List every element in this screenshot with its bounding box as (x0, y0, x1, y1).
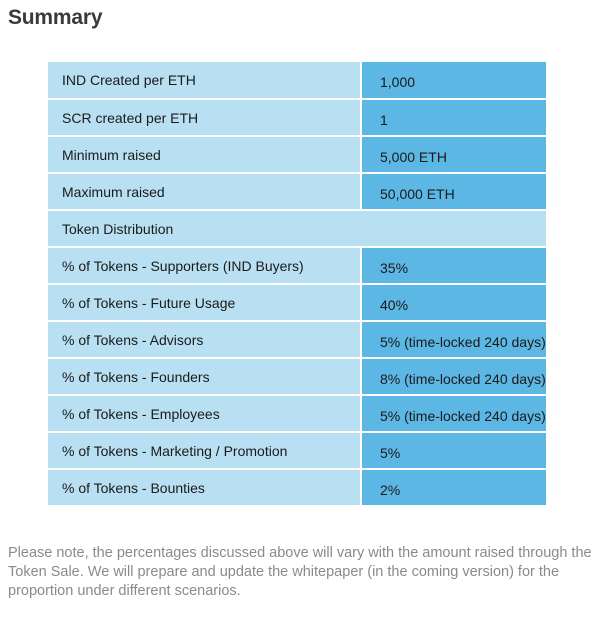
row-label: % of Tokens - Employees (48, 395, 362, 433)
row-label: % of Tokens - Marketing / Promotion (48, 432, 362, 470)
token-distribution-header: Token Distribution (48, 210, 546, 248)
row-label: SCR created per ETH (48, 99, 362, 137)
row-value: 50,000 ETH (361, 173, 546, 211)
table-row: % of Tokens - Employees 5% (time-locked … (48, 395, 546, 433)
row-label: % of Tokens - Supporters (IND Buyers) (48, 247, 362, 285)
disclaimer-note: Please note, the percentages discussed a… (8, 545, 592, 599)
row-label: % of Tokens - Bounties (48, 469, 362, 507)
row-value: 5% (time-locked 240 days) (361, 395, 546, 433)
row-label: IND Created per ETH (48, 62, 362, 100)
table-row: % of Tokens - Founders 8% (time-locked 2… (48, 358, 546, 396)
row-value: 40% (361, 284, 546, 322)
table-row: % of Tokens - Marketing / Promotion 5% (48, 432, 546, 470)
row-value: 5,000 ETH (361, 136, 546, 174)
row-label: % of Tokens - Advisors (48, 321, 362, 359)
table-row: Maximum raised 50,000 ETH (48, 173, 546, 211)
table-row: % of Tokens - Supporters (IND Buyers) 35… (48, 247, 546, 285)
row-value: 5% (time-locked 240 days) (361, 321, 546, 359)
summary-table: IND Created per ETH 1,000 SCR created pe… (48, 62, 546, 507)
page-title: Summary (8, 6, 103, 29)
row-label: % of Tokens - Founders (48, 358, 362, 396)
section-header-row: Token Distribution (48, 210, 546, 248)
row-label: % of Tokens - Future Usage (48, 284, 362, 322)
table-row: % of Tokens - Future Usage 40% (48, 284, 546, 322)
table-row: Minimum raised 5,000 ETH (48, 136, 546, 174)
row-label: Minimum raised (48, 136, 362, 174)
table-row: IND Created per ETH 1,000 (48, 62, 546, 100)
row-value: 1 (361, 99, 546, 137)
row-value: 2% (361, 469, 546, 507)
table-row: % of Tokens - Advisors 5% (time-locked 2… (48, 321, 546, 359)
table-row: % of Tokens - Bounties 2% (48, 469, 546, 507)
row-value: 5% (361, 432, 546, 470)
row-value: 35% (361, 247, 546, 285)
row-value: 8% (time-locked 240 days) (361, 358, 546, 396)
row-label: Maximum raised (48, 173, 362, 211)
table-row: SCR created per ETH 1 (48, 99, 546, 137)
row-value: 1,000 (361, 62, 546, 100)
